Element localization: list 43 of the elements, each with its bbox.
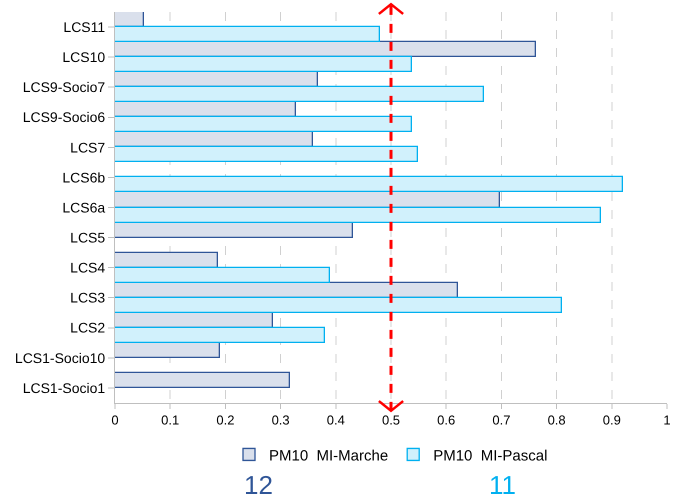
y-tick-label: LCS1-Socio1	[22, 380, 106, 396]
y-tick-label: LCS7	[70, 139, 106, 156]
y-tick-label: LCS6b	[62, 169, 106, 186]
text: 12	[244, 470, 273, 498]
x-tick-label: 0.6	[437, 412, 456, 428]
bar	[115, 12, 144, 27]
x-tick-label: 0.9	[602, 412, 621, 428]
bar	[115, 222, 353, 238]
y-tick-label: LCS4	[70, 260, 106, 276]
legend-label: PM10 MI-Pascal	[433, 447, 548, 464]
x-tick-label: 0	[111, 412, 119, 428]
text: 11	[489, 470, 516, 498]
bar	[115, 86, 484, 102]
bar	[115, 372, 290, 388]
bar	[115, 206, 601, 223]
bar	[115, 26, 380, 42]
bar	[115, 252, 218, 268]
x-tick-label: 0.8	[548, 412, 566, 428]
bar	[115, 342, 220, 358]
y-tick-label: LCS6a	[62, 199, 106, 216]
bar	[115, 146, 418, 162]
bar	[115, 116, 412, 132]
legend-label: PM10 MI-Marche	[269, 447, 388, 464]
x-tick-label: 0.7	[492, 412, 510, 428]
y-tick-label: LCS9-Socio7	[22, 79, 106, 96]
y-tick-label: LCS9-Socio6	[22, 109, 106, 126]
y-tick-label: LCS5	[70, 229, 106, 246]
x-tick-label: 0.4	[326, 412, 345, 428]
y-tick-label: LCS10	[62, 49, 106, 66]
bar	[115, 56, 412, 72]
bar	[115, 296, 562, 313]
y-tick-label: LCS2	[70, 320, 106, 336]
x-tick-label: 0.3	[272, 412, 290, 428]
y-tick-label: LCS3	[70, 290, 106, 306]
y-tick-label: LCS1-Socio10	[14, 350, 106, 366]
x-tick-label: 0.1	[161, 412, 180, 428]
x-tick-label: 1	[663, 412, 671, 428]
x-tick-label: 0.5	[382, 412, 400, 428]
bar	[115, 266, 330, 283]
bar	[115, 176, 623, 192]
x-tick-label: 0.2	[216, 412, 234, 428]
y-tick-label: LCS11	[63, 18, 106, 35]
bar	[115, 326, 325, 343]
